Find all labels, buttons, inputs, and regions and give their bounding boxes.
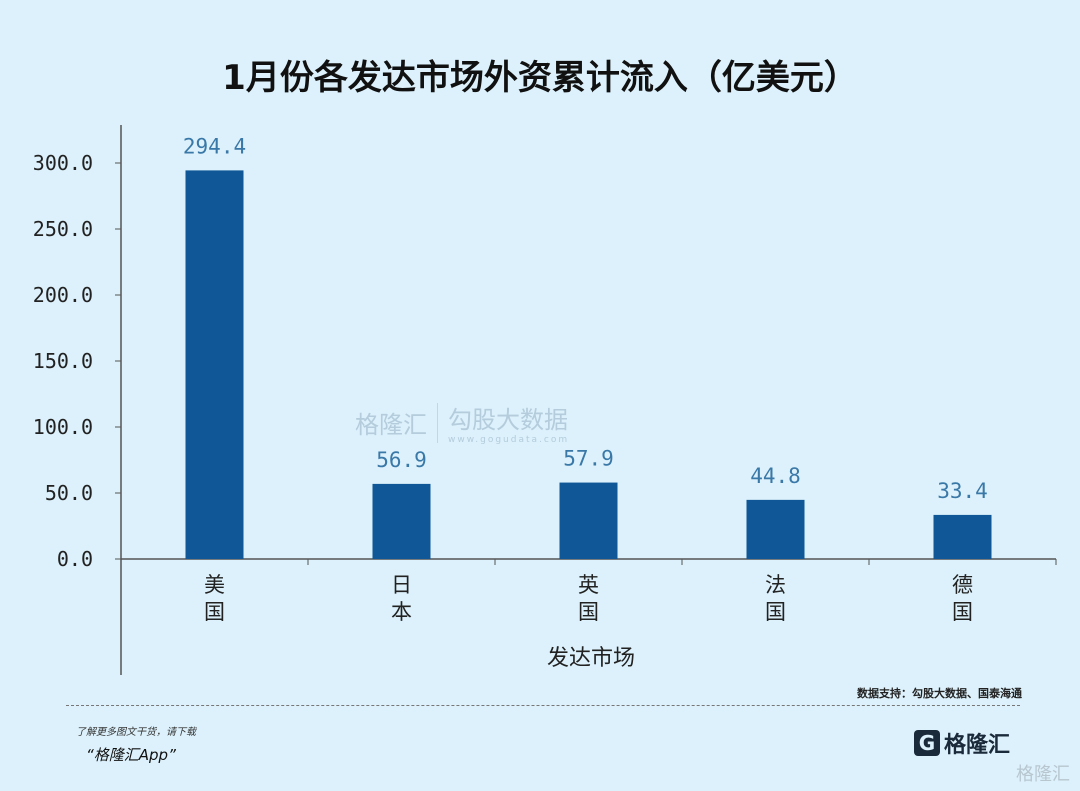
bar: [185, 170, 244, 559]
x-tick-label: 本: [391, 600, 412, 624]
watermark-brand-2: 勾股大数据: [448, 406, 568, 434]
logo-g-icon: G: [913, 730, 940, 756]
data-label: 56.9: [376, 448, 427, 472]
y-tick-label: 250.0: [33, 217, 93, 241]
x-axis-label: 发达市场: [547, 646, 635, 671]
corner-watermark: 格隆汇: [1016, 764, 1070, 785]
y-tick-label: 200.0: [33, 283, 93, 307]
data-source: 数据支持：勾股大数据、国泰海通: [857, 687, 1022, 700]
bar: [746, 499, 805, 559]
x-tick-label: 美: [204, 573, 225, 597]
data-label: 57.9: [563, 447, 614, 471]
promo-app: “格隆汇App”: [86, 746, 176, 764]
logo-text: 格隆汇: [943, 733, 1010, 758]
y-tick-label: 100.0: [33, 415, 93, 439]
data-label: 294.4: [183, 134, 246, 158]
data-label: 44.8: [750, 464, 801, 488]
promo-line: 了解更多图文干货，请下载: [76, 727, 196, 738]
divider: [66, 705, 1020, 706]
chart-title: 1月份各发达市场外资累计流入（亿美元）: [222, 58, 858, 98]
watermark: 格隆汇 勾股大数据 www.gogudata.com: [355, 400, 569, 445]
bar: [372, 483, 431, 559]
watermark-url: www.gogudata.com: [448, 435, 570, 445]
watermark-divider: [437, 402, 438, 443]
x-tick-label: 德: [952, 573, 973, 597]
y-tick-label: 50.0: [45, 481, 93, 505]
x-tick-label: 国: [765, 600, 786, 624]
x-tick-label: 国: [578, 600, 599, 624]
bar: [933, 514, 992, 559]
y-tick-label: 0.0: [57, 547, 93, 571]
x-tick-label: 英: [578, 573, 599, 597]
x-tick-label: 法: [765, 573, 786, 597]
y-tick-label: 300.0: [33, 151, 93, 175]
watermark-brand: 格隆汇: [355, 411, 427, 439]
x-tick-label: 国: [204, 600, 225, 624]
logo: G 格隆汇: [913, 727, 1010, 759]
data-label: 33.4: [937, 479, 988, 503]
bar: [559, 482, 618, 559]
x-tick-label: 日: [391, 573, 412, 597]
x-tick-label: 国: [952, 600, 973, 624]
y-tick-label: 150.0: [33, 349, 93, 373]
